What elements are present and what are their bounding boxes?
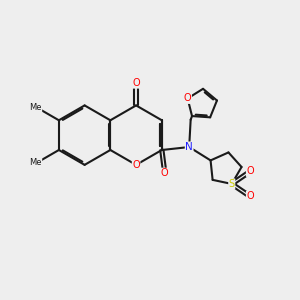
Text: Me: Me [29,158,42,167]
Text: O: O [184,93,191,103]
Text: O: O [246,191,254,201]
Text: S: S [229,179,235,189]
Text: O: O [246,167,254,176]
Text: O: O [161,168,169,178]
Text: N: N [185,142,193,152]
Text: O: O [132,78,140,88]
Text: O: O [132,160,140,170]
Text: Me: Me [29,103,42,112]
